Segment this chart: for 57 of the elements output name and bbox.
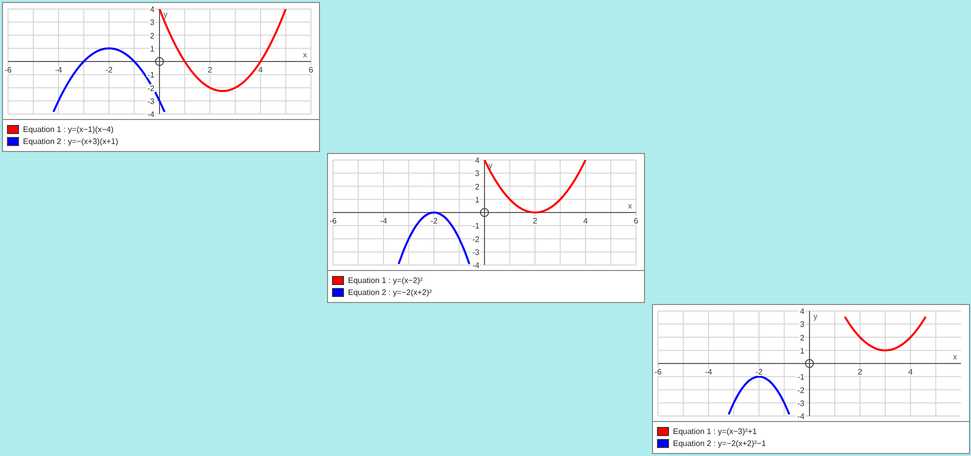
y-tick-label: 3 <box>150 18 156 28</box>
y-tick-label: 1 <box>150 44 156 54</box>
y-tick-label: 1 <box>800 346 806 356</box>
x-tick-label: -2 <box>755 368 764 376</box>
y-tick-label: 1 <box>475 195 480 204</box>
legend-label: Equation 2 : y=−2(x+2)²−1 <box>673 438 766 448</box>
x-axis-title: x <box>303 50 307 60</box>
y-tick-label: 2 <box>800 333 806 342</box>
x-axis-title: x <box>628 202 632 210</box>
y-tick-label: 2 <box>150 31 156 40</box>
y-axis-title: y <box>814 312 818 321</box>
x-tick-label: -4 <box>380 216 388 226</box>
y-tick-label: -3 <box>797 398 806 408</box>
line-series <box>728 376 790 416</box>
x-tick-label: -2 <box>105 66 114 74</box>
x-tick-label: -6 <box>654 368 662 376</box>
y-tick-label: 3 <box>800 320 806 330</box>
line-series <box>52 47 166 113</box>
y-tick-label: -3 <box>472 248 480 257</box>
x-tick-label: 2 <box>858 368 863 376</box>
x-tick-label: -2 <box>430 216 438 226</box>
y-tick-label: 2 <box>475 182 480 192</box>
y-tick-label: -4 <box>472 261 480 270</box>
y-tick-label: 4 <box>475 156 480 165</box>
y-tick-label: 3 <box>475 169 480 178</box>
line-series <box>484 160 586 214</box>
y-axis-title: y <box>164 10 168 19</box>
x-tick-label: -4 <box>54 66 63 74</box>
y-tick-label: -1 <box>147 70 156 80</box>
y-tick-label: -4 <box>147 110 156 119</box>
x-tick-label: -6 <box>329 216 338 226</box>
y-tick-label: -1 <box>472 222 480 231</box>
line-series <box>844 316 927 352</box>
x-tick-label: 6 <box>634 216 639 226</box>
legend-label: Equation 1 : y=(x−2)² <box>348 276 423 284</box>
y-tick-label: -2 <box>472 234 480 244</box>
legend-label: Equation 2 : y=−2(x+2)² <box>348 288 432 296</box>
x-tick-label: 2 <box>208 66 213 74</box>
y-tick-label: -2 <box>797 386 806 395</box>
y-tick-label: -3 <box>147 96 156 106</box>
x-tick-label: 4 <box>908 368 914 376</box>
x-tick-label: 6 <box>308 66 314 74</box>
line-series <box>158 9 287 92</box>
y-tick-label: -1 <box>797 372 806 382</box>
y-tick-label: 4 <box>150 5 156 14</box>
legend-label: Equation 1 : y=(x−3)²+1 <box>673 426 757 436</box>
x-tick-label: 4 <box>583 216 588 226</box>
x-tick-label: -6 <box>4 66 12 74</box>
y-tick-label: 4 <box>800 307 806 316</box>
line-series <box>398 212 470 265</box>
legend-label: Equation 2 : y=−(x+3)(x+1) <box>23 136 118 146</box>
x-tick-label: 2 <box>532 216 538 226</box>
x-tick-label: -4 <box>704 368 713 376</box>
legend-label: Equation 1 : y=(x−1)(x−4) <box>23 124 114 134</box>
x-axis-title: x <box>953 352 957 362</box>
x-tick-label: 4 <box>258 66 264 74</box>
y-tick-label: -4 <box>797 412 806 421</box>
